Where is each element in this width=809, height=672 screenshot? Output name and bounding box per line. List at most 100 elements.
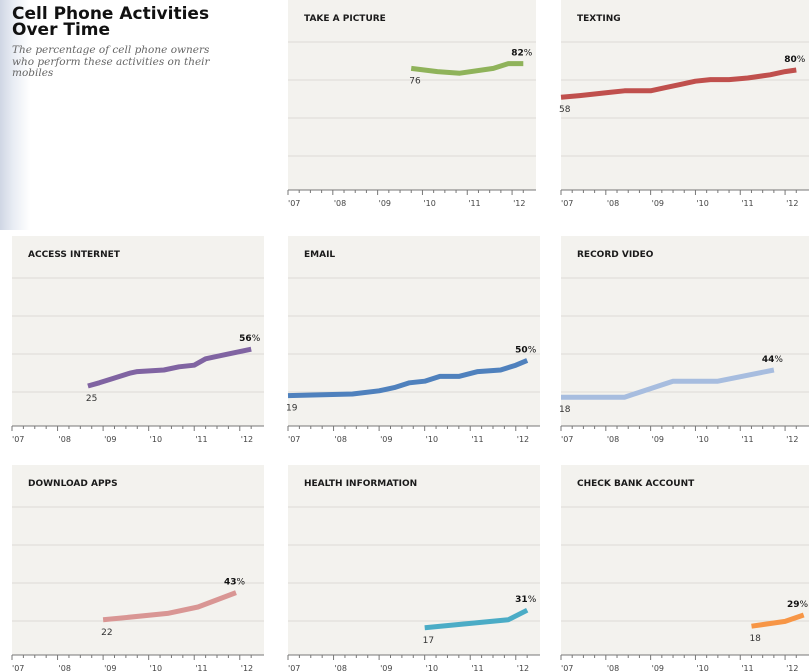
x-tick-label: '07 [288,435,300,444]
panel-background [288,465,540,655]
chart-title: HEALTH INFORMATION [304,479,417,489]
end-value-label: 56% [239,334,261,344]
start-value-label: 19 [286,404,298,414]
panel-background [288,0,536,190]
x-tick-label: '10 [696,199,708,208]
x-tick-label: '08 [335,435,347,444]
x-tick-label: '11 [741,199,753,208]
x-tick-label: '12 [513,199,525,208]
chart-panel-check-bank-account: CHECK BANK ACCOUNT '07 '08 '09 '10 '11 '12 18 29… [560,465,809,672]
chart-panel-access-internet: ACCESS INTERNET '07 '08 '09 '10 '11 '12 25 56% [11,236,264,444]
x-tick-label: '09 [380,435,392,444]
x-tick-label: '12 [517,435,529,444]
x-tick-label: '08 [59,435,71,444]
series-line [410,61,524,76]
end-value-label: 44% [762,355,784,365]
x-tick-label: '09 [104,664,116,672]
chart-title: CHECK BANK ACCOUNT [577,479,695,489]
x-tick-label: '12 [786,435,798,444]
x-tick-label: '09 [652,664,664,672]
x-tick-label: '11 [468,199,480,208]
series-line [87,346,252,389]
x-tick-label: '10 [426,664,438,672]
end-value-label: 80% [784,55,806,65]
x-tick-label: '07 [288,199,300,208]
panel-background [12,465,264,655]
x-tick-label: '08 [335,664,347,672]
x-tick-label: '11 [471,664,483,672]
x-tick-label: '07 [561,435,573,444]
x-tick-label: '08 [607,664,619,672]
x-tick-label: '12 [786,199,798,208]
start-value-label: 18 [749,634,761,644]
chart-title: ACCESS INTERNET [28,250,121,260]
panel-background [561,236,809,426]
start-value-label: 18 [559,405,571,415]
series-line [102,590,237,623]
panel-background [561,465,809,655]
x-tick-label: '10 [696,435,708,444]
series-line [560,67,797,100]
end-value-label: 50% [515,345,537,355]
page-title-line-1: Cell Phone Activities [12,4,210,24]
x-tick-label: '11 [195,435,207,444]
chart-title: TEXTING [577,14,621,24]
x-tick-label: '11 [471,435,483,444]
x-tick-label: '09 [652,199,664,208]
x-tick-label: '09 [104,435,116,444]
x-tick-label: '10 [696,664,708,672]
chart-panel-health-information: HEALTH INFORMATION '07 '08 '09 '10 '11 '12 17 31… [287,465,540,672]
page-subtitle: The percentage of cell phone owners who … [12,44,210,79]
end-value-label: 82% [511,49,533,59]
series-line [561,367,775,400]
panel-background [288,236,540,426]
x-tick-label: '09 [379,199,391,208]
start-value-label: 76 [409,76,421,86]
end-value-label: 31% [515,595,537,605]
chart-panel-email: EMAIL '07 '08 '09 '10 '11 '12 19 50% [286,236,540,444]
x-tick-label: '12 [241,664,253,672]
x-tick-label: '07 [12,435,24,444]
x-tick-label: '07 [288,664,300,672]
x-tick-label: '08 [334,199,346,208]
x-tick-label: '11 [741,664,753,672]
chart-title: EMAIL [304,250,335,260]
x-tick-label: '10 [150,664,162,672]
x-tick-label: '08 [607,199,619,208]
page-title-line-2: Over Time [12,20,111,40]
x-tick-label: '10 [423,199,435,208]
start-value-label: 17 [423,636,434,646]
x-tick-label: '10 [150,435,162,444]
chart-panel-record-video: RECORD VIDEO '07 '08 '09 '10 '11 '12 18 44% [559,236,809,444]
series-line [287,358,529,399]
start-value-label: 58 [559,105,571,115]
x-tick-label: '07 [561,199,573,208]
x-tick-label: '09 [652,435,664,444]
x-tick-label: '09 [380,664,392,672]
x-tick-label: '12 [786,664,798,672]
x-tick-label: '11 [195,664,207,672]
chart-title: RECORD VIDEO [577,250,654,260]
x-tick-label: '10 [426,435,438,444]
end-value-label: 29% [787,600,809,610]
chart-panel-take-a-picture: TAKE A PICTURE '07 '08 '09 '10 '11 '12 76 82% [287,0,536,208]
chart-panel-texting: TEXTING '07 '08 '09 '10 '11 '12 58 80% [559,0,809,208]
start-value-label: 22 [101,628,112,638]
series-line [751,612,805,629]
x-tick-label: '08 [607,435,619,444]
x-tick-label: '08 [59,664,71,672]
panel-background [12,236,264,426]
x-tick-label: '07 [561,664,573,672]
chart-panel-download-apps: DOWNLOAD APPS '07 '08 '09 '10 '11 '12 22 43% [11,465,264,672]
decorative-shade [0,0,30,230]
start-value-label: 25 [86,394,97,404]
x-tick-label: '12 [241,435,253,444]
page-title: Cell Phone Activities Over Time [12,4,272,40]
x-tick-label: '12 [517,664,529,672]
chart-title: DOWNLOAD APPS [28,479,118,489]
end-value-label: 43% [224,578,246,588]
x-tick-label: '11 [741,435,753,444]
series-line [424,607,529,631]
chart-title: TAKE A PICTURE [304,14,386,24]
